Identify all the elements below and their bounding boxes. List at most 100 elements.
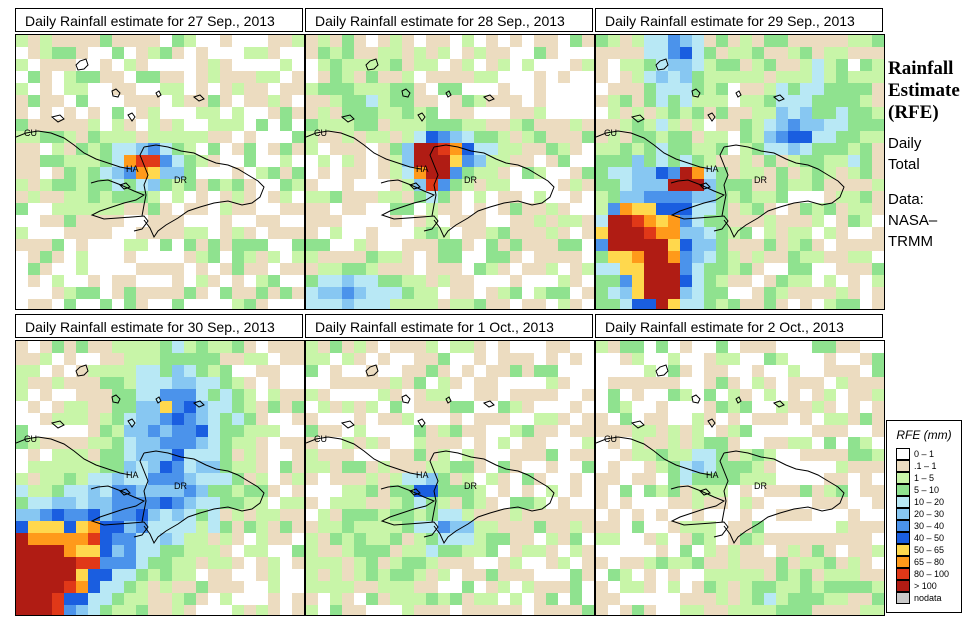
rainfall-cell xyxy=(848,107,860,119)
rainfall-cell xyxy=(812,287,824,299)
rainfall-cell xyxy=(620,497,632,509)
rainfall-cell xyxy=(534,413,546,425)
country-label-cuba: CU xyxy=(314,128,327,138)
rainfall-cell xyxy=(570,59,582,71)
rainfall-cell xyxy=(196,377,208,389)
rainfall-cell xyxy=(256,473,268,485)
rainfall-cell xyxy=(608,521,620,533)
rainfall-cell xyxy=(620,377,632,389)
rainfall-cell xyxy=(318,203,330,215)
rainfall-cell xyxy=(256,215,268,227)
rainfall-cell xyxy=(848,299,860,309)
rainfall-cell xyxy=(716,167,728,179)
rainfall-cell xyxy=(522,119,534,131)
rainfall-cell xyxy=(558,521,570,533)
rainfall-cell xyxy=(728,545,740,557)
rainfall-cell xyxy=(426,299,438,309)
rainfall-cell xyxy=(608,473,620,485)
rainfall-cell xyxy=(570,509,582,521)
rainfall-cell xyxy=(88,605,100,615)
rainfall-cell xyxy=(342,401,354,413)
rainfall-cell xyxy=(558,119,570,131)
rainfall-cell xyxy=(498,251,510,263)
rainfall-cell xyxy=(800,47,812,59)
rainfall-cell xyxy=(306,437,318,449)
rainfall-cell xyxy=(546,263,558,275)
title-line: Estimate xyxy=(888,80,960,101)
rainfall-cell xyxy=(474,119,486,131)
rainfall-cell xyxy=(100,341,112,353)
rainfall-cell xyxy=(800,95,812,107)
rainfall-cell xyxy=(534,299,546,309)
rainfall-cell xyxy=(268,167,280,179)
country-label-haiti: HA xyxy=(416,164,429,174)
rainfall-cell xyxy=(100,365,112,377)
rainfall-cell xyxy=(330,35,342,47)
rainfall-cell xyxy=(692,533,704,545)
coastline xyxy=(596,130,712,170)
rainfall-cell xyxy=(800,533,812,545)
legend-label: 1 – 5 xyxy=(914,473,935,483)
rainfall-cell xyxy=(64,47,76,59)
rainfall-cell xyxy=(330,461,342,473)
rainfall-cell xyxy=(402,299,414,309)
rainfall-cell xyxy=(776,95,788,107)
rainfall-cell xyxy=(136,509,148,521)
rainfall-cell xyxy=(632,119,644,131)
rainfall-cell xyxy=(534,71,546,83)
rainfall-cell xyxy=(872,521,884,533)
rainfall-cell xyxy=(232,497,244,509)
coastline xyxy=(670,179,729,232)
coastline xyxy=(192,400,205,408)
rainfall-cell xyxy=(716,437,728,449)
rainfall-cell xyxy=(872,389,884,401)
rainfall-cell xyxy=(244,473,256,485)
rainfall-cell xyxy=(28,143,40,155)
rainfall-cell xyxy=(268,95,280,107)
rainfall-cell xyxy=(740,263,752,275)
rainfall-cell xyxy=(112,437,124,449)
rainfall-cell xyxy=(668,215,680,227)
rainfall-cell xyxy=(172,401,184,413)
rainfall-cell xyxy=(136,47,148,59)
rainfall-cell xyxy=(88,155,100,167)
rainfall-cell xyxy=(244,227,256,239)
rainfall-cell xyxy=(160,413,172,425)
rainfall-cell xyxy=(776,353,788,365)
rainfall-cell xyxy=(426,263,438,275)
rainfall-cell xyxy=(462,275,474,287)
rainfall-cell xyxy=(522,569,534,581)
rainfall-cell xyxy=(656,203,668,215)
rainfall-cell xyxy=(426,71,438,83)
rainfall-cell xyxy=(752,557,764,569)
rainfall-cell xyxy=(76,71,88,83)
rainfall-cell xyxy=(872,191,884,203)
rainfall-cell xyxy=(462,287,474,299)
rainfall-cell xyxy=(76,473,88,485)
rainfall-cell xyxy=(788,107,800,119)
rainfall-cell xyxy=(354,377,366,389)
rainfall-cell xyxy=(220,425,232,437)
rainfall-cell xyxy=(872,485,884,497)
rainfall-cell xyxy=(836,143,848,155)
rainfall-cell xyxy=(330,449,342,461)
rainfall-cell xyxy=(160,593,172,605)
rainfall-cell xyxy=(872,227,884,239)
rainfall-cell xyxy=(318,215,330,227)
rainfall-cell xyxy=(632,557,644,569)
rainfall-cell xyxy=(136,449,148,461)
rainfall-cell xyxy=(764,341,776,353)
coastline xyxy=(155,396,162,404)
rainfall-cell xyxy=(546,389,558,401)
rainfall-cell xyxy=(112,389,124,401)
rainfall-cell xyxy=(788,59,800,71)
rainfall-cell xyxy=(124,521,136,533)
rainfall-cell xyxy=(342,341,354,353)
rainfall-cell xyxy=(656,155,668,167)
rainfall-cell xyxy=(620,263,632,275)
rainfall-cell xyxy=(728,581,740,593)
rainfall-cell xyxy=(848,155,860,167)
rainfall-cell xyxy=(704,83,716,95)
panel-title: Daily Rainfall estimate for 2 Oct., 2013 xyxy=(595,314,883,338)
rainfall-cell xyxy=(716,299,728,309)
